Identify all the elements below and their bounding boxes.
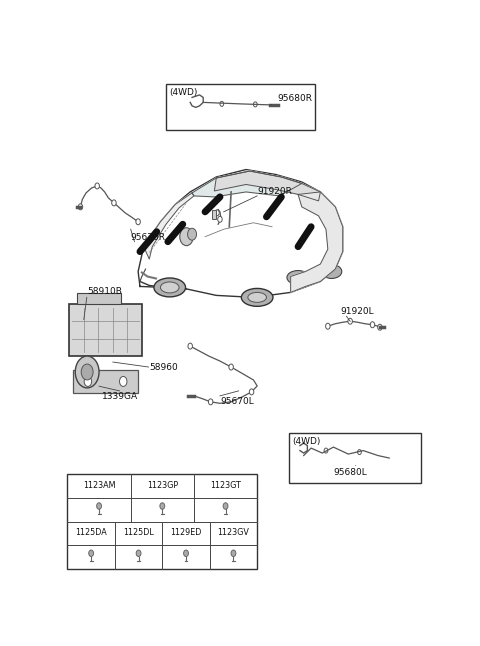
Circle shape <box>223 503 228 509</box>
Circle shape <box>348 318 352 324</box>
Circle shape <box>112 200 116 206</box>
Circle shape <box>75 356 99 388</box>
Text: 1125DA: 1125DA <box>75 528 107 537</box>
Circle shape <box>81 364 93 380</box>
Text: 1123AM: 1123AM <box>83 481 115 490</box>
Text: 95680R: 95680R <box>270 94 312 105</box>
Bar <box>77 293 121 304</box>
Bar <box>69 304 142 356</box>
Ellipse shape <box>154 278 186 297</box>
Ellipse shape <box>241 288 273 306</box>
Circle shape <box>229 364 233 370</box>
Circle shape <box>231 550 236 556</box>
Circle shape <box>136 550 141 556</box>
Bar <box>73 370 138 393</box>
Ellipse shape <box>287 271 309 284</box>
Circle shape <box>180 228 193 245</box>
Circle shape <box>188 343 192 349</box>
Circle shape <box>208 399 213 405</box>
Text: 1123GP: 1123GP <box>147 481 178 490</box>
Text: 58960: 58960 <box>149 362 178 371</box>
Polygon shape <box>290 192 343 293</box>
Circle shape <box>324 448 328 453</box>
Text: 95670R: 95670R <box>131 233 166 242</box>
Bar <box>166 84 315 130</box>
Text: (4WD): (4WD) <box>292 437 321 446</box>
Text: 1123GV: 1123GV <box>217 528 250 537</box>
Text: 95670L: 95670L <box>220 397 254 406</box>
Bar <box>67 474 257 569</box>
Text: 95680L: 95680L <box>334 466 367 477</box>
Ellipse shape <box>160 282 179 293</box>
Ellipse shape <box>321 265 342 278</box>
Circle shape <box>220 101 224 107</box>
Circle shape <box>358 450 361 455</box>
Circle shape <box>120 377 127 386</box>
Text: 91920R: 91920R <box>257 187 292 196</box>
Circle shape <box>160 503 165 509</box>
Circle shape <box>378 324 382 330</box>
Bar <box>212 211 216 219</box>
Circle shape <box>95 183 99 189</box>
Bar <box>289 433 421 483</box>
Circle shape <box>136 219 140 225</box>
Text: 1339GA: 1339GA <box>101 392 138 401</box>
Text: 58910B: 58910B <box>87 287 121 297</box>
Text: 1125DL: 1125DL <box>123 528 154 537</box>
Text: 1129ED: 1129ED <box>170 528 202 537</box>
Ellipse shape <box>248 293 266 302</box>
Text: 91920L: 91920L <box>341 307 374 317</box>
Circle shape <box>215 210 219 216</box>
Text: 1123GT: 1123GT <box>210 481 241 490</box>
Circle shape <box>96 503 101 509</box>
Circle shape <box>84 377 92 386</box>
Circle shape <box>249 389 254 395</box>
Circle shape <box>218 216 222 222</box>
Polygon shape <box>192 171 302 197</box>
Circle shape <box>183 550 189 556</box>
Circle shape <box>89 550 94 556</box>
Circle shape <box>78 204 83 210</box>
Polygon shape <box>138 169 343 297</box>
Polygon shape <box>215 171 321 201</box>
Circle shape <box>253 102 257 107</box>
Circle shape <box>188 228 196 240</box>
Circle shape <box>325 323 330 329</box>
Text: (4WD): (4WD) <box>170 88 198 97</box>
Circle shape <box>370 322 375 328</box>
Polygon shape <box>144 193 194 259</box>
